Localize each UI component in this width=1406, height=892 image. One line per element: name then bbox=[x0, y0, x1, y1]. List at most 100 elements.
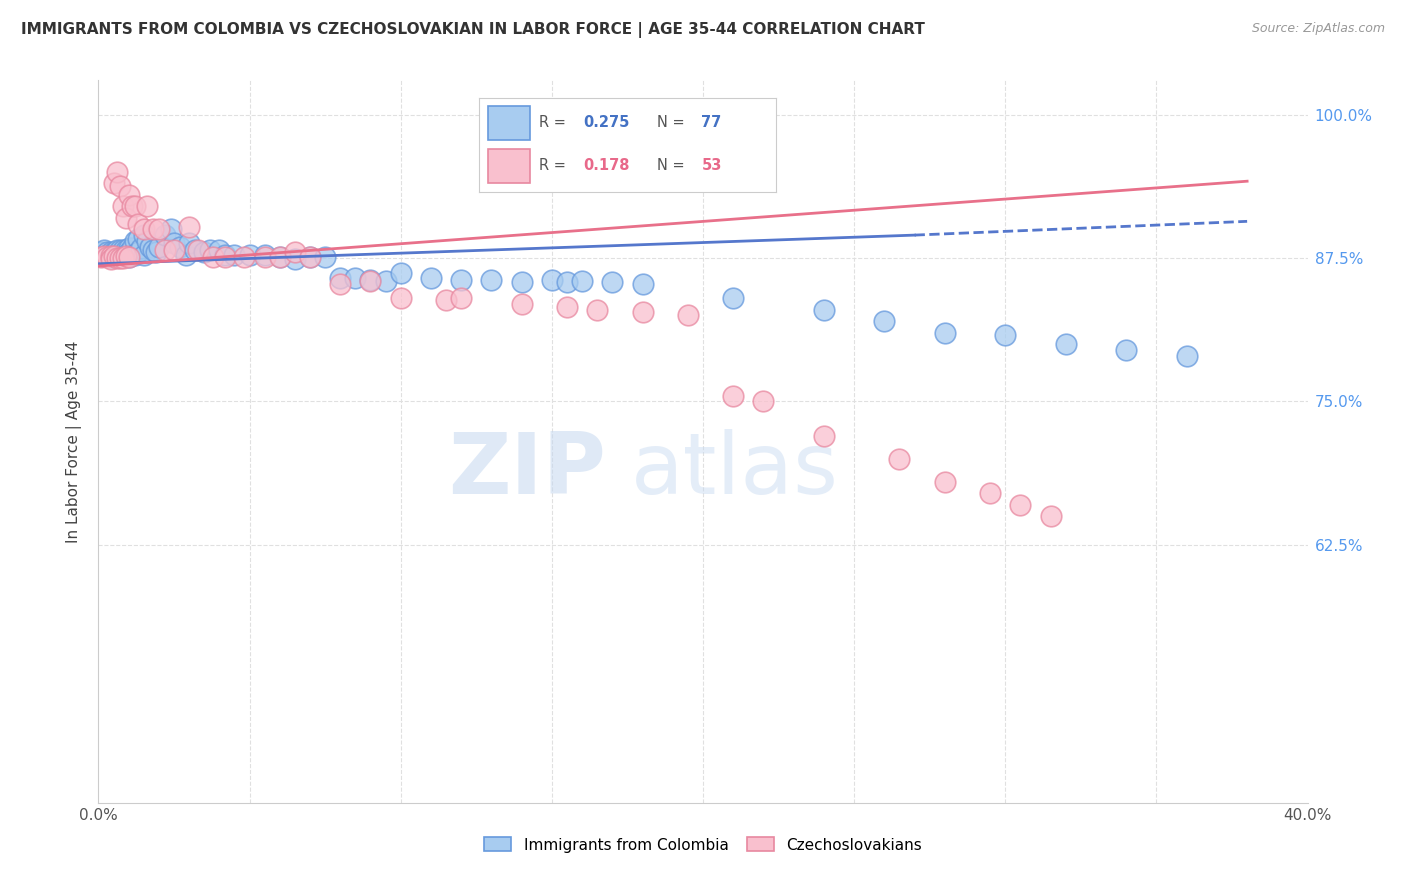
Point bbox=[299, 250, 322, 264]
Point bbox=[232, 250, 254, 264]
Point bbox=[934, 326, 956, 340]
Point bbox=[284, 252, 307, 267]
Point bbox=[239, 247, 262, 261]
Point bbox=[111, 251, 134, 265]
Point bbox=[187, 243, 209, 257]
Point bbox=[1115, 343, 1137, 357]
Point bbox=[994, 327, 1017, 342]
Text: IMMIGRANTS FROM COLOMBIA VS CZECHOSLOVAKIAN IN LABOR FORCE | AGE 35-44 CORRELATI: IMMIGRANTS FROM COLOMBIA VS CZECHOSLOVAK… bbox=[21, 22, 925, 38]
Point bbox=[1010, 498, 1032, 512]
Point bbox=[118, 241, 141, 255]
Point bbox=[108, 178, 131, 193]
Point bbox=[132, 247, 155, 261]
Point bbox=[129, 241, 152, 255]
Point bbox=[160, 222, 183, 236]
Point bbox=[96, 245, 118, 260]
Point bbox=[193, 245, 215, 260]
Point bbox=[934, 475, 956, 489]
Point bbox=[96, 247, 118, 261]
Point bbox=[200, 243, 222, 257]
Point bbox=[163, 243, 186, 257]
Point bbox=[179, 220, 201, 235]
Point bbox=[329, 270, 352, 285]
Point bbox=[148, 239, 170, 253]
Point bbox=[389, 291, 412, 305]
Point bbox=[90, 245, 112, 260]
Point bbox=[420, 270, 443, 285]
Point bbox=[631, 277, 654, 292]
Point bbox=[148, 222, 170, 236]
Point bbox=[111, 247, 134, 261]
Point bbox=[450, 273, 472, 287]
Y-axis label: In Labor Force | Age 35-44: In Labor Force | Age 35-44 bbox=[66, 341, 83, 542]
Point bbox=[184, 243, 207, 257]
Point bbox=[121, 247, 143, 261]
Point bbox=[153, 243, 176, 257]
Text: Source: ZipAtlas.com: Source: ZipAtlas.com bbox=[1251, 22, 1385, 36]
Point bbox=[118, 250, 141, 264]
Point bbox=[631, 305, 654, 319]
Point bbox=[103, 249, 125, 263]
Point bbox=[571, 274, 593, 288]
Point bbox=[124, 199, 146, 213]
Point bbox=[329, 277, 352, 292]
Point bbox=[124, 247, 146, 261]
Point bbox=[169, 239, 191, 253]
Point bbox=[208, 243, 231, 257]
Point bbox=[108, 243, 131, 257]
Point bbox=[100, 245, 122, 260]
Point bbox=[253, 250, 276, 264]
Point bbox=[127, 217, 149, 231]
Point bbox=[179, 236, 201, 251]
Point bbox=[555, 275, 578, 289]
Point bbox=[1039, 509, 1062, 524]
Point bbox=[389, 266, 412, 280]
Point bbox=[752, 394, 775, 409]
Point bbox=[510, 297, 533, 311]
Point bbox=[153, 228, 176, 243]
Point bbox=[360, 273, 382, 287]
Point bbox=[100, 252, 122, 267]
Point bbox=[111, 243, 134, 257]
Legend: Immigrants from Colombia, Czechoslovakians: Immigrants from Colombia, Czechoslovakia… bbox=[477, 830, 929, 860]
Point bbox=[314, 250, 336, 264]
Text: atlas: atlas bbox=[630, 429, 838, 512]
Point bbox=[121, 241, 143, 255]
Point bbox=[135, 199, 157, 213]
Point bbox=[360, 274, 382, 288]
Point bbox=[202, 250, 225, 264]
Point bbox=[374, 274, 396, 288]
Point bbox=[139, 239, 162, 253]
Point bbox=[723, 291, 745, 305]
Point bbox=[124, 234, 146, 248]
Point bbox=[142, 243, 165, 257]
Point bbox=[510, 275, 533, 289]
Point bbox=[118, 250, 141, 264]
Point bbox=[540, 273, 562, 287]
Point bbox=[174, 247, 197, 261]
Point bbox=[114, 249, 136, 263]
Point bbox=[105, 243, 128, 257]
Point bbox=[105, 250, 128, 264]
Point bbox=[555, 301, 578, 315]
Point bbox=[96, 250, 118, 264]
Point bbox=[108, 251, 131, 265]
Point bbox=[676, 309, 699, 323]
Point bbox=[163, 236, 186, 251]
Point bbox=[111, 250, 134, 264]
Point bbox=[142, 222, 165, 236]
Point bbox=[114, 247, 136, 261]
Point bbox=[813, 429, 835, 443]
Point bbox=[979, 486, 1001, 500]
Point bbox=[723, 389, 745, 403]
Point bbox=[813, 302, 835, 317]
Point bbox=[132, 222, 155, 236]
Point bbox=[873, 314, 896, 328]
Point bbox=[111, 199, 134, 213]
Point bbox=[127, 231, 149, 245]
Point bbox=[481, 273, 503, 287]
Point bbox=[118, 245, 141, 260]
Point bbox=[127, 245, 149, 260]
Point bbox=[108, 247, 131, 261]
Point bbox=[114, 211, 136, 225]
